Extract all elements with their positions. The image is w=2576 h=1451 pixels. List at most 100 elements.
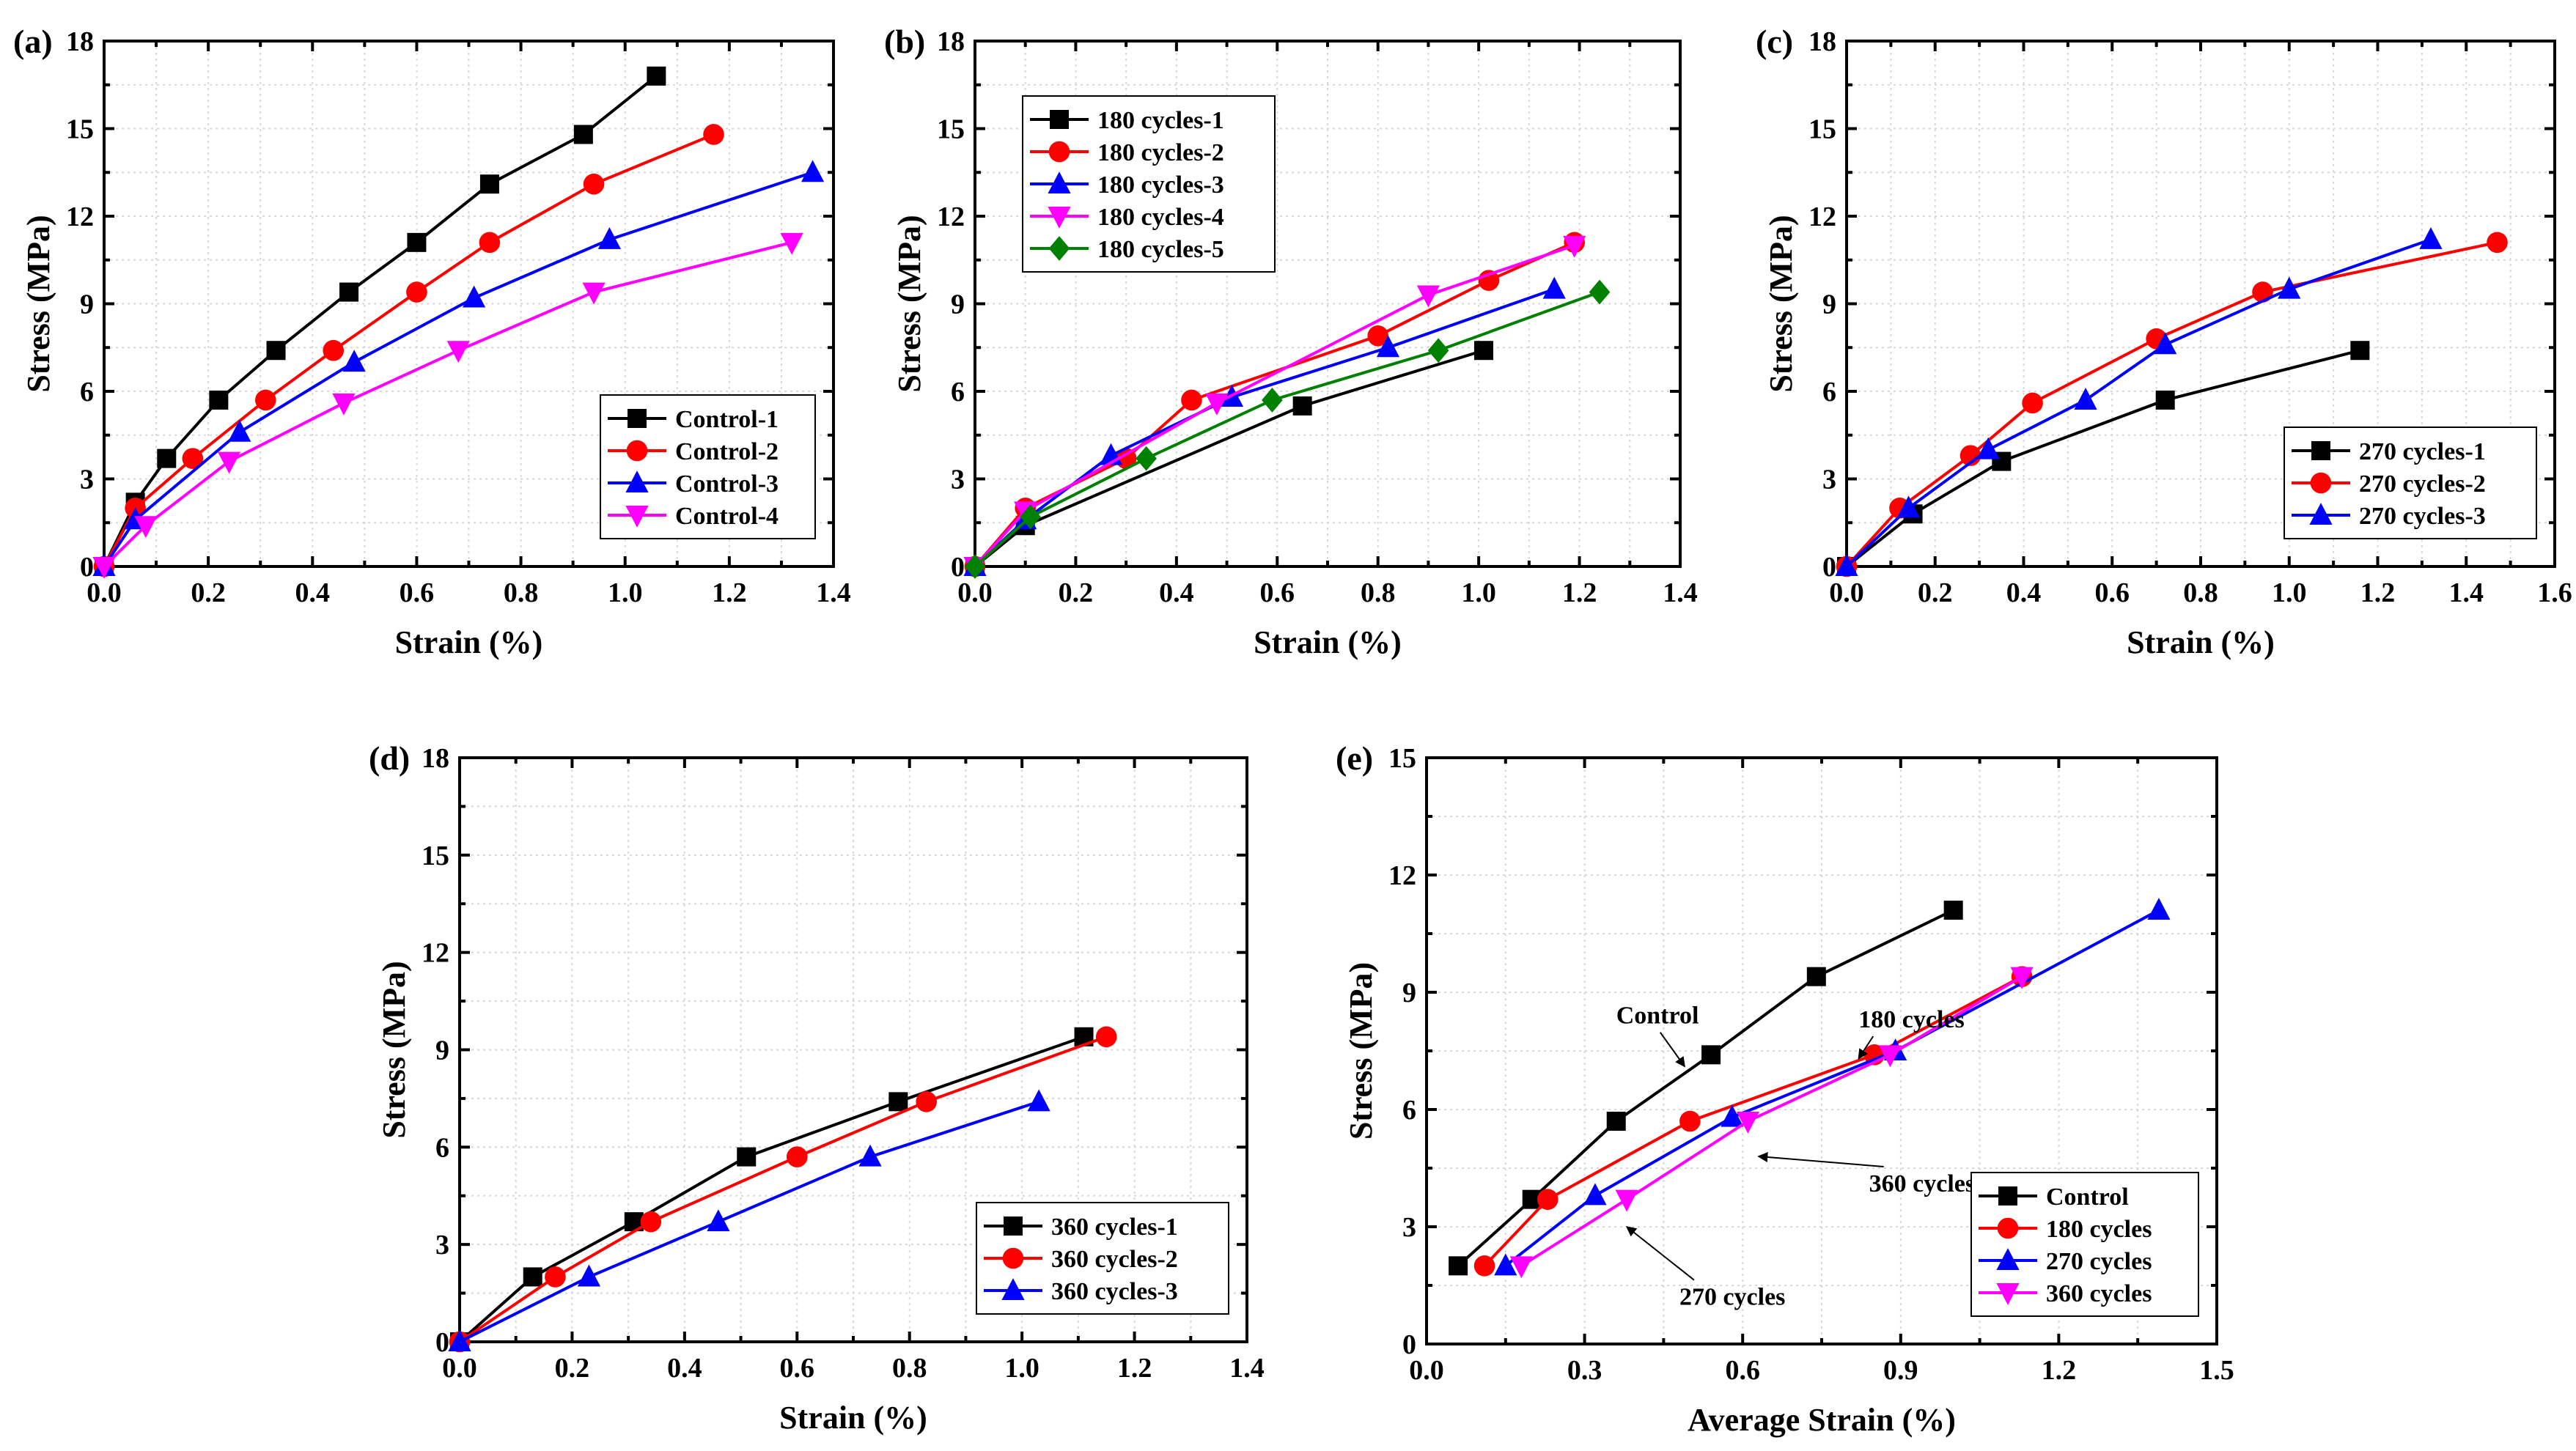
annotation-arrow [1757, 1152, 1884, 1167]
data-point [2278, 276, 2301, 299]
x-tick-label: 0.0 [442, 1353, 477, 1384]
legend-marker [625, 470, 649, 492]
data-point [1835, 554, 1858, 576]
y-tick-label: 6 [1822, 377, 1836, 407]
legend-marker [1048, 207, 1071, 229]
data-point [2350, 341, 2370, 361]
data-point [737, 1147, 757, 1167]
legend-item: 270 cycles-3 [2292, 503, 2486, 530]
data-point [1736, 1112, 1759, 1134]
data-point [1701, 1045, 1721, 1065]
panel-label: (d) [369, 739, 410, 777]
legend: Control-1 Control-2 Control-3 Control-4 [600, 394, 816, 539]
annotation-label: 270 cycles [1679, 1284, 1785, 1311]
y-tick-label: 3 [1402, 1212, 1416, 1243]
legend-marker [1050, 110, 1069, 129]
y-tick-label: 3 [435, 1230, 449, 1260]
legend-item: 180 cycles [1979, 1216, 2152, 1243]
data-point [1615, 1189, 1638, 1212]
data-point [228, 419, 251, 442]
y-tick-label: 12 [422, 938, 449, 969]
legend-label: Control-1 [675, 406, 779, 433]
panel-label: (e) [1336, 739, 1373, 777]
data-point [1679, 1110, 1701, 1132]
y-tick-label: 9 [435, 1035, 449, 1066]
legend-marker [628, 409, 647, 428]
y-tick-label: 6 [1402, 1095, 1416, 1126]
x-tick-label: 0.2 [555, 1353, 590, 1384]
x-tick-label: 0.8 [2183, 577, 2218, 608]
legend-label: 270 cycles [2046, 1248, 2152, 1275]
data-point [2022, 392, 2043, 414]
x-tick-label: 0.8 [892, 1353, 927, 1384]
data-point [1027, 1089, 1050, 1112]
data-point [1376, 335, 1400, 358]
series-control [1449, 901, 1963, 1276]
plot-frame [103, 40, 835, 568]
data-point [1020, 504, 1041, 530]
y-tick-label: 3 [80, 465, 94, 495]
y-tick-label: 6 [80, 377, 94, 407]
data-point [1367, 325, 1389, 347]
data-point [479, 232, 501, 254]
y-tick-label: 6 [435, 1132, 449, 1163]
legend: 180 cycles-1 180 cycles-2 180 cycles-3 180 … [1022, 95, 1276, 273]
data-point [323, 339, 345, 361]
series-line [458, 1035, 1107, 1343]
data-point [583, 173, 605, 195]
legend-item: 180 cycles-5 [1030, 236, 1224, 263]
data-point [1474, 341, 1494, 361]
x-axis-label: Strain (%) [2127, 624, 2275, 660]
data-point [217, 451, 241, 474]
data-point [1589, 279, 1611, 305]
data-point [342, 350, 366, 372]
annotation-label: Control [1616, 1003, 1699, 1030]
data-point [647, 66, 666, 86]
legend-marker [1048, 236, 1070, 261]
x-tick-label: 0.9 [1883, 1355, 1918, 1386]
data-point [339, 282, 359, 302]
y-tick-label: 18 [422, 743, 449, 774]
series-line [103, 75, 658, 567]
y-tick-label: 9 [951, 289, 965, 320]
data-point [92, 557, 116, 579]
y-tick-label: 3 [951, 465, 965, 495]
legend-label: 180 cycles-5 [1097, 236, 1224, 263]
series-line [459, 1100, 1039, 1343]
legend-marker [2311, 441, 2330, 460]
data-point [916, 1091, 938, 1112]
data-point [407, 232, 427, 252]
data-point [1181, 389, 1202, 411]
y-axis-label: Stress (MPa) [891, 215, 927, 392]
data-point [1292, 396, 1312, 416]
data-point [1606, 1112, 1626, 1131]
data-point [573, 125, 593, 144]
x-tick-label: 1.2 [712, 577, 747, 608]
legend-label: 180 cycles-1 [1097, 107, 1224, 134]
data-point [640, 1211, 662, 1233]
y-axis-label: Stress (MPa) [376, 961, 412, 1138]
data-point [446, 341, 470, 363]
legend-label: 360 cycles [2046, 1280, 2152, 1307]
data-point [2252, 281, 2273, 303]
x-tick-label: 0.3 [1567, 1355, 1602, 1386]
data-point [2154, 332, 2177, 355]
data-point [577, 1264, 601, 1287]
data-point [2074, 388, 2097, 410]
legend-marker [2310, 472, 2332, 494]
legend-marker [1002, 1247, 1024, 1269]
data-point [1449, 1256, 1468, 1276]
legend-item: Control-4 [608, 503, 779, 530]
legend-marker [1048, 141, 1070, 163]
y-tick-label: 6 [951, 377, 965, 407]
x-tick-label: 0.6 [2095, 577, 2130, 608]
annotation-label: 180 cycles [1858, 1006, 1964, 1033]
series-360-cycles [1509, 967, 2034, 1279]
x-tick-label: 1.6 [2537, 577, 2572, 608]
x-tick-label: 0.0 [1409, 1355, 1444, 1386]
data-point [255, 389, 276, 411]
y-tick-label: 15 [66, 114, 94, 145]
x-tick-label: 0.4 [295, 577, 331, 608]
x-axis-label: Average Strain (%) [1688, 1402, 1956, 1438]
chart-panel-3: 0.0 0.2 0.4 0.6 0.8 1.0 1.2 1.4 0 3 6 9 12 15 18 Strain… [369, 739, 1265, 1436]
